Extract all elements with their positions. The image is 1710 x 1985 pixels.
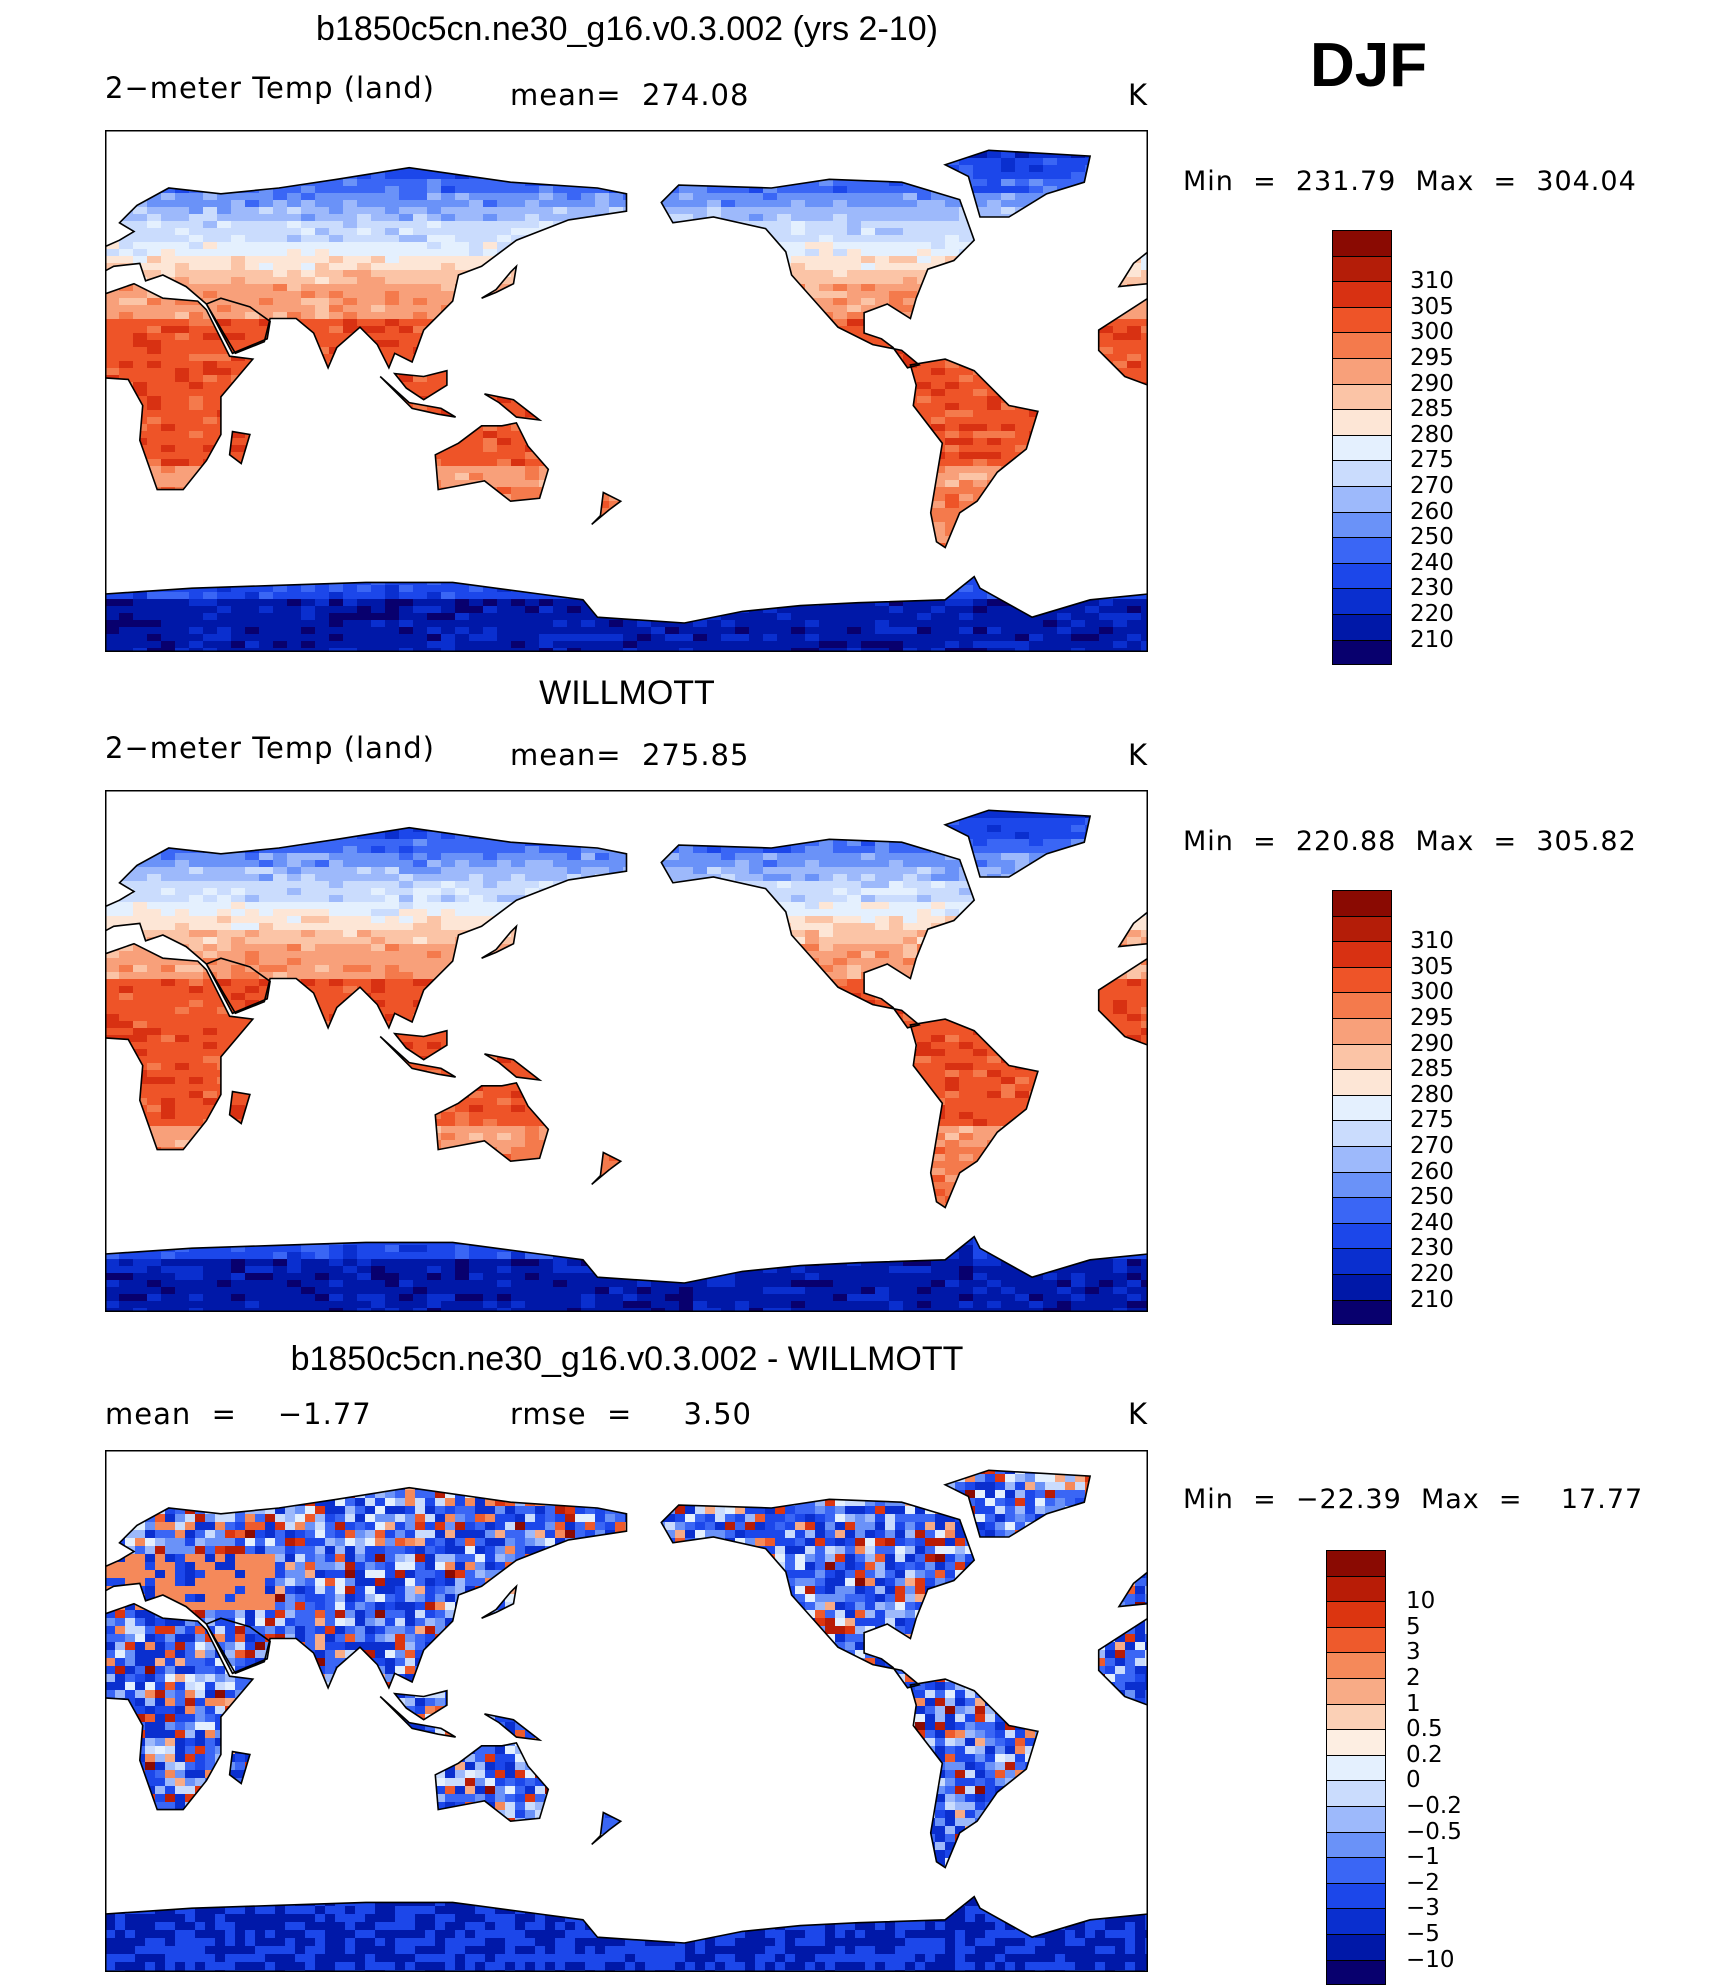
panel-2-mean-label: mean= 275.85 [510,738,749,772]
panel-1-min-max: Min = 231.79 Max = 304.04 [1183,166,1637,197]
panel-2-title: WILLMOTT [539,674,715,713]
season-label: DJF [1310,30,1427,101]
colorbar-tick-label: 240 [1410,550,1454,576]
colorbar-tick-label: 0.2 [1406,1742,1443,1768]
colorbar-tick-label: 230 [1410,575,1454,601]
colorbar-tick-label: 220 [1410,1261,1454,1287]
panel-3-map [105,1450,1148,1972]
colorbar-tick-label: 270 [1410,473,1454,499]
colorbar-tick-label: −10 [1406,1947,1455,1973]
panel-1-title: b1850c5cn.ne30_g16.v0.3.002 (yrs 2-10) [316,10,938,49]
colorbar-tick-label: 290 [1410,371,1454,397]
colorbar-tick-label: 260 [1410,1159,1454,1185]
panel-2-variable-label: 2−meter Temp (land) [105,731,435,765]
colorbar-tick-label: 305 [1410,954,1454,980]
colorbar-tick-label: 10 [1406,1588,1435,1614]
panel-1-mean-label: mean= 274.08 [510,78,749,112]
colorbar-frame [1326,1550,1386,1985]
colorbar-tick-label: 260 [1410,499,1454,525]
panel-2-min-max: Min = 220.88 Max = 305.82 [1183,826,1637,857]
colorbar-tick-label: 210 [1410,627,1454,653]
panel-3-units: K [1128,1397,1147,1431]
colorbar-tick-label: 295 [1410,345,1454,371]
colorbar-tick-label: 2 [1406,1665,1421,1691]
colorbar-tick-label: 1 [1406,1691,1421,1717]
colorbar-tick-label: 285 [1410,396,1454,422]
panel-1-units: K [1128,78,1147,112]
panel-3-min-max: Min = −22.39 Max = 17.77 [1183,1484,1643,1515]
colorbar-tick-label: −2 [1406,1870,1440,1896]
colorbar-tick-label: 230 [1410,1235,1454,1261]
colorbar-frame [1332,890,1392,1325]
colorbar-tick-label: 270 [1410,1133,1454,1159]
colorbar-tick-label: 275 [1410,1107,1454,1133]
colorbar-tick-label: 300 [1410,319,1454,345]
colorbar-tick-label: −1 [1406,1844,1440,1870]
colorbar-tick-label: 310 [1410,268,1454,294]
colorbar-tick-label: 3 [1406,1639,1421,1665]
colorbar-tick-label: 280 [1410,1082,1454,1108]
colorbar-tick-label: 290 [1410,1031,1454,1057]
colorbar-tick-label: 280 [1410,422,1454,448]
panel-3-rmse-label: rmse = 3.50 [510,1397,752,1431]
colorbar-tick-label: 300 [1410,979,1454,1005]
colorbar-tick-label: 250 [1410,524,1454,550]
colorbar-tick-label: −3 [1406,1895,1440,1921]
colorbar-tick-label: 5 [1406,1614,1421,1640]
panel-3-mean-label: mean = −1.77 [105,1397,372,1431]
colorbar-tick-label: 305 [1410,294,1454,320]
colorbar-tick-label: 240 [1410,1210,1454,1236]
panel-1-variable-label: 2−meter Temp (land) [105,71,435,105]
colorbar-tick-label: 285 [1410,1056,1454,1082]
colorbar-tick-label: 220 [1410,601,1454,627]
colorbar-tick-label: −0.2 [1406,1793,1462,1819]
colorbar-tick-label: 0.5 [1406,1716,1443,1742]
panel-1-map [105,130,1148,652]
colorbar-tick-label: 250 [1410,1184,1454,1210]
colorbar-tick-label: 0 [1406,1767,1421,1793]
colorbar-tick-label: 310 [1410,928,1454,954]
colorbar-tick-label: 210 [1410,1287,1454,1313]
colorbar-frame [1332,230,1392,665]
colorbar-tick-label: 295 [1410,1005,1454,1031]
panel-3-title: b1850c5cn.ne30_g16.v0.3.002 - WILLMOTT [291,1340,964,1379]
panel-2-map [105,790,1148,1312]
colorbar-tick-label: 275 [1410,447,1454,473]
colorbar-tick-label: −5 [1406,1921,1440,1947]
colorbar-tick-label: −0.5 [1406,1819,1462,1845]
panel-2-units: K [1128,738,1147,772]
